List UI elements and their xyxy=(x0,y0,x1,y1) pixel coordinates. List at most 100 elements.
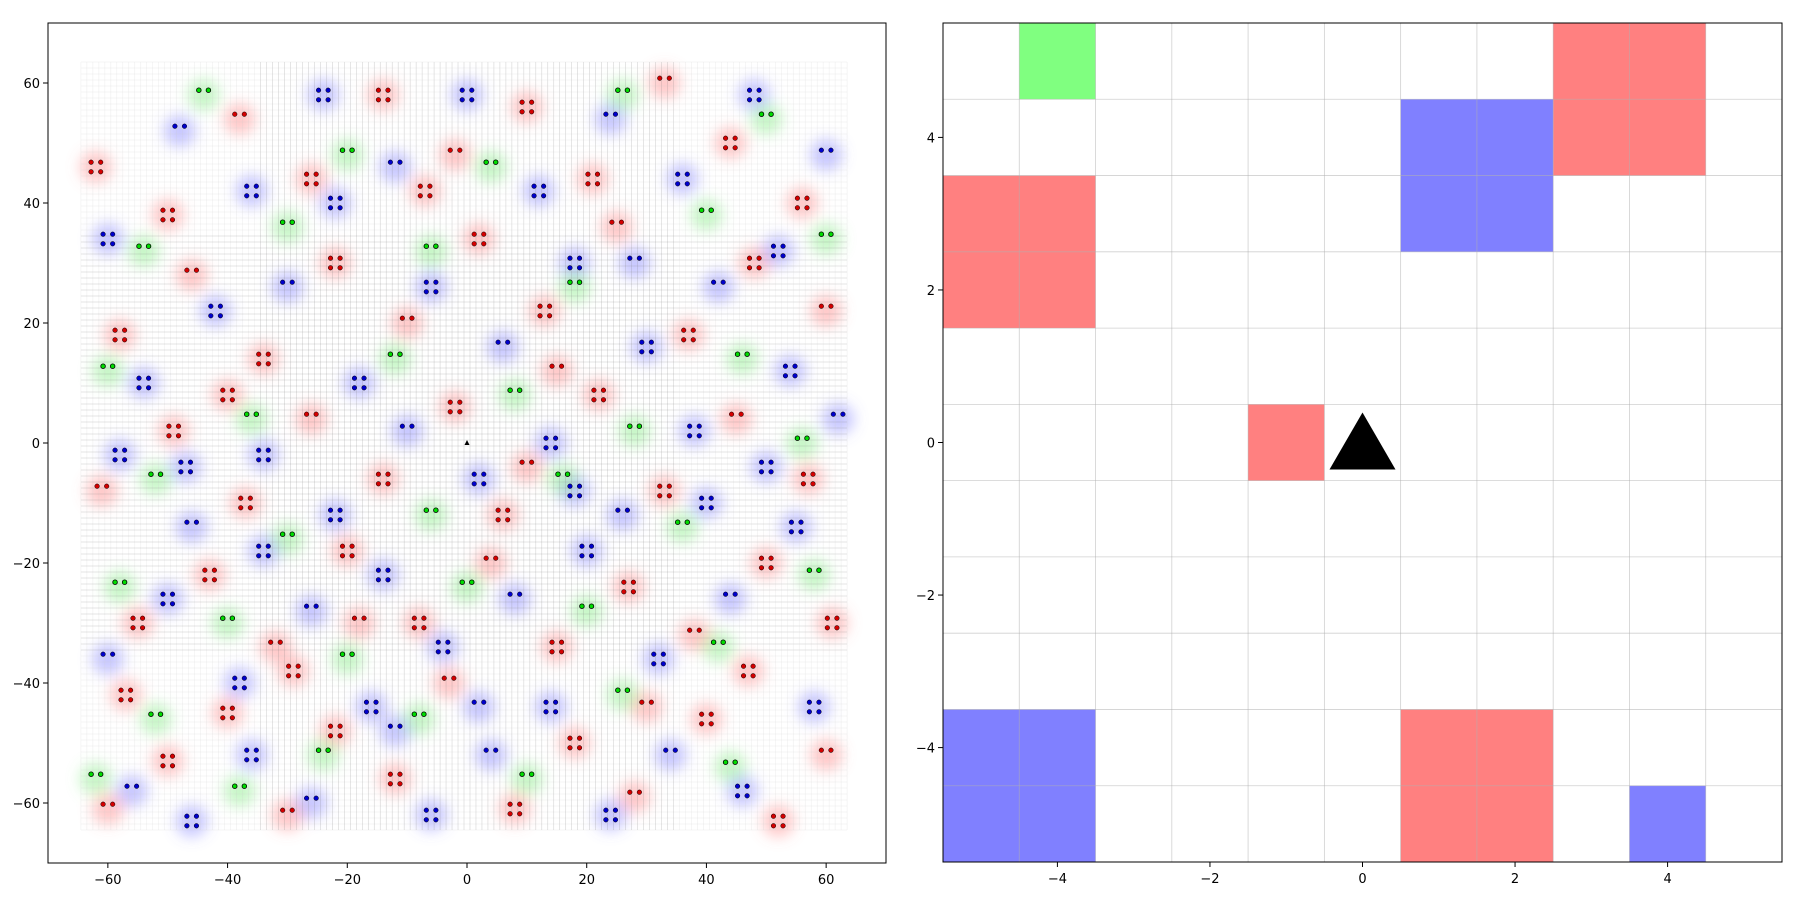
heatmap-blob xyxy=(678,415,711,447)
blue-entity-point xyxy=(256,457,262,463)
blue-entity-point xyxy=(397,159,403,165)
red-entity-point xyxy=(277,639,283,645)
heatmap-blob xyxy=(229,487,262,519)
green-entity-point xyxy=(816,567,822,573)
blue-entity-point xyxy=(387,159,393,165)
red-entity-point xyxy=(385,481,391,487)
blue-entity-point xyxy=(100,231,106,237)
x-tick-label: 2 xyxy=(1511,872,1519,887)
blue-entity-point xyxy=(433,289,439,295)
y-tick-label: −20 xyxy=(13,557,40,572)
heatmap-blob xyxy=(738,79,771,111)
blue-entity-point xyxy=(493,747,499,753)
blue-entity-point xyxy=(184,813,190,819)
red-entity-point xyxy=(559,649,565,655)
heatmap-blob xyxy=(247,535,280,567)
blue-entity-point xyxy=(756,97,762,103)
green-entity-point xyxy=(97,771,104,777)
y-tick-label: −4 xyxy=(916,742,935,757)
blue-entity-point xyxy=(459,97,465,103)
blue-entity-point xyxy=(651,651,657,657)
heatmap-blob xyxy=(163,115,196,147)
heatmap-blob xyxy=(331,643,364,675)
heatmap-blob xyxy=(211,379,244,411)
green-entity-point xyxy=(806,567,813,573)
blue-entity-point xyxy=(687,423,693,429)
heatmap-blob xyxy=(415,799,448,831)
blue-cell xyxy=(1629,785,1706,862)
red-entity-point xyxy=(295,673,301,679)
red-entity-point xyxy=(241,111,247,117)
heatmap-blob xyxy=(738,247,771,279)
blue-entity-point xyxy=(110,651,116,657)
heatmap-blob xyxy=(379,151,412,183)
red-entity-point xyxy=(229,715,235,721)
heatmap-blob xyxy=(295,595,328,627)
blue-entity-point xyxy=(337,517,343,523)
red-entity-point xyxy=(202,577,208,583)
green-entity-point xyxy=(528,771,535,777)
red-entity-point xyxy=(351,615,358,621)
blue-entity-point xyxy=(798,529,804,535)
heatmap-blob xyxy=(714,751,747,783)
heatmap-blob xyxy=(816,607,849,639)
green-entity-point xyxy=(325,747,331,753)
blue-entity-point xyxy=(253,193,259,199)
blue-entity-point xyxy=(770,243,777,249)
heatmap-blob xyxy=(786,187,819,219)
heatmap-blob xyxy=(343,367,376,399)
heatmap-blob xyxy=(780,511,813,543)
heatmap-blob xyxy=(127,367,160,399)
blue-entity-point xyxy=(385,577,391,583)
blue-entity-point xyxy=(423,817,429,823)
red-entity-point xyxy=(457,147,463,153)
red-entity-point xyxy=(738,411,744,417)
blue-entity-point xyxy=(184,519,190,525)
blue-entity-point xyxy=(505,339,511,345)
y-tick-label: 20 xyxy=(23,317,40,332)
red-entity-point xyxy=(810,471,816,477)
heatmap-blob xyxy=(103,571,136,603)
red-entity-point xyxy=(648,699,654,705)
heatmap-blob xyxy=(187,79,220,111)
red-entity-point xyxy=(471,241,477,247)
red-entity-point xyxy=(387,771,393,777)
red-entity-point xyxy=(220,397,226,403)
heatmap-blob xyxy=(474,739,507,771)
red-entity-point xyxy=(576,735,583,741)
red-entity-point xyxy=(229,387,235,393)
red-entity-point xyxy=(657,75,663,81)
heatmap-blur-group xyxy=(79,67,855,837)
red-entity-point xyxy=(507,811,513,817)
heatmap-blob xyxy=(702,271,735,303)
heatmap-blob xyxy=(277,655,310,687)
blue-entity-point xyxy=(603,807,609,813)
heatmap-blob xyxy=(331,535,364,567)
heatmap-blob xyxy=(510,763,543,795)
blue-entity-point xyxy=(818,147,824,153)
green-entity-point xyxy=(433,243,439,249)
blue-entity-point xyxy=(172,123,178,129)
red-entity-point xyxy=(690,327,696,333)
blue-entity-point xyxy=(603,817,609,823)
red-entity-point xyxy=(529,99,535,105)
blue-entity-point xyxy=(375,567,381,573)
heatmap-blob xyxy=(540,355,573,387)
red-entity-point xyxy=(417,193,423,199)
x-tick-label: −60 xyxy=(94,873,121,888)
green-entity-point xyxy=(205,87,212,93)
green-entity-point xyxy=(196,87,202,93)
red-entity-point xyxy=(375,97,381,103)
blue-entity-point xyxy=(244,183,250,189)
green-entity-point xyxy=(615,687,621,693)
blue-entity-point xyxy=(720,279,726,285)
red-entity-point xyxy=(421,625,427,631)
heatmap-blob xyxy=(343,607,376,639)
blue-entity-point xyxy=(112,447,118,453)
heatmap-blob xyxy=(295,403,328,435)
red-entity-point xyxy=(417,183,423,189)
red-entity-point xyxy=(94,483,100,489)
green-entity-point xyxy=(744,351,750,357)
red-entity-point xyxy=(756,255,762,261)
red-entity-point xyxy=(447,409,453,415)
